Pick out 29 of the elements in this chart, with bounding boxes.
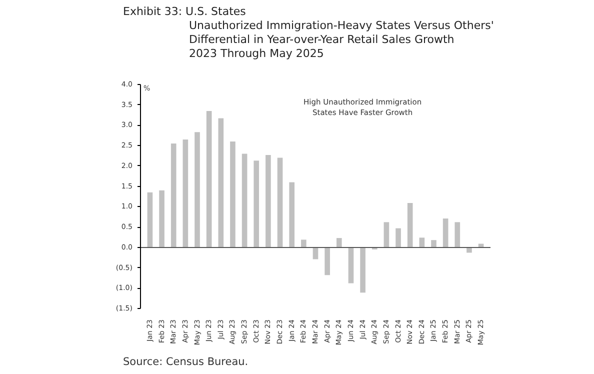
- bar: [324, 247, 330, 276]
- bar: [289, 182, 295, 248]
- bar: [442, 218, 448, 248]
- bar: [348, 247, 354, 284]
- bar: [277, 158, 283, 248]
- bar: [384, 222, 390, 248]
- bar: [419, 238, 425, 248]
- bar: [454, 222, 460, 248]
- bar: [431, 240, 436, 248]
- bar: [254, 160, 260, 248]
- bar: [478, 244, 484, 248]
- bar: [170, 144, 176, 248]
- bar: [266, 154, 271, 248]
- bar: [159, 190, 164, 248]
- bar: [182, 139, 188, 248]
- bar: [206, 110, 212, 248]
- bar: [242, 154, 248, 248]
- bar: [396, 228, 401, 248]
- bar: [360, 247, 366, 293]
- bar: [301, 240, 306, 248]
- bar: [194, 132, 200, 248]
- bar: [218, 118, 224, 248]
- bar: [147, 192, 153, 248]
- bar: [407, 203, 413, 248]
- chart-title: Exhibit 33: U.S. States: [123, 5, 246, 18]
- chart-subtitle: Unauthorized Immigration-Heavy States Versus Others' Differential in Year-over-Year Retail Sales Growth 2023 Through May 2025: [189, 19, 494, 61]
- source-note: Source: Census Bureau.: [123, 355, 248, 370]
- bar: [336, 238, 342, 248]
- bar: [230, 142, 236, 248]
